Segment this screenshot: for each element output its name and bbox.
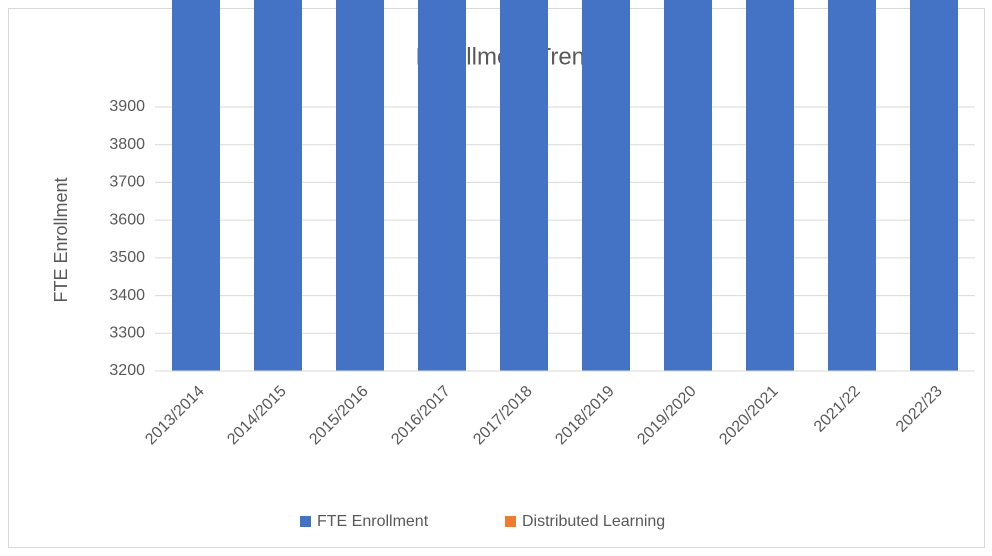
legend-swatch	[300, 516, 311, 527]
y-tick-label: 3400	[109, 287, 145, 304]
y-tick-label: 3500	[109, 249, 145, 266]
y-tick-label: 3600	[109, 211, 145, 228]
bar-segment	[828, 0, 876, 371]
y-axis-label: FTE Enrollment	[51, 177, 71, 302]
legend-label: Distributed Learning	[522, 513, 665, 530]
legend-swatch	[505, 516, 516, 527]
chart-frame	[8, 8, 985, 548]
y-tick-label: 3900	[109, 98, 145, 115]
y-tick-label: 3700	[109, 174, 145, 191]
y-tick-label: 3800	[109, 136, 145, 153]
y-tick-label: 3300	[109, 325, 145, 342]
bar-segment	[172, 0, 220, 371]
bar-segment	[500, 0, 548, 371]
bar-segment	[254, 0, 302, 372]
bar-segment	[910, 0, 958, 372]
bar-segment	[746, 0, 794, 371]
y-tick-label: 3200	[109, 362, 145, 379]
bar-segment	[664, 0, 712, 372]
bar-segment	[582, 0, 630, 372]
legend-label: FTE Enrollment	[317, 513, 429, 530]
bar-segment	[418, 0, 466, 371]
bar-segment	[336, 0, 384, 371]
